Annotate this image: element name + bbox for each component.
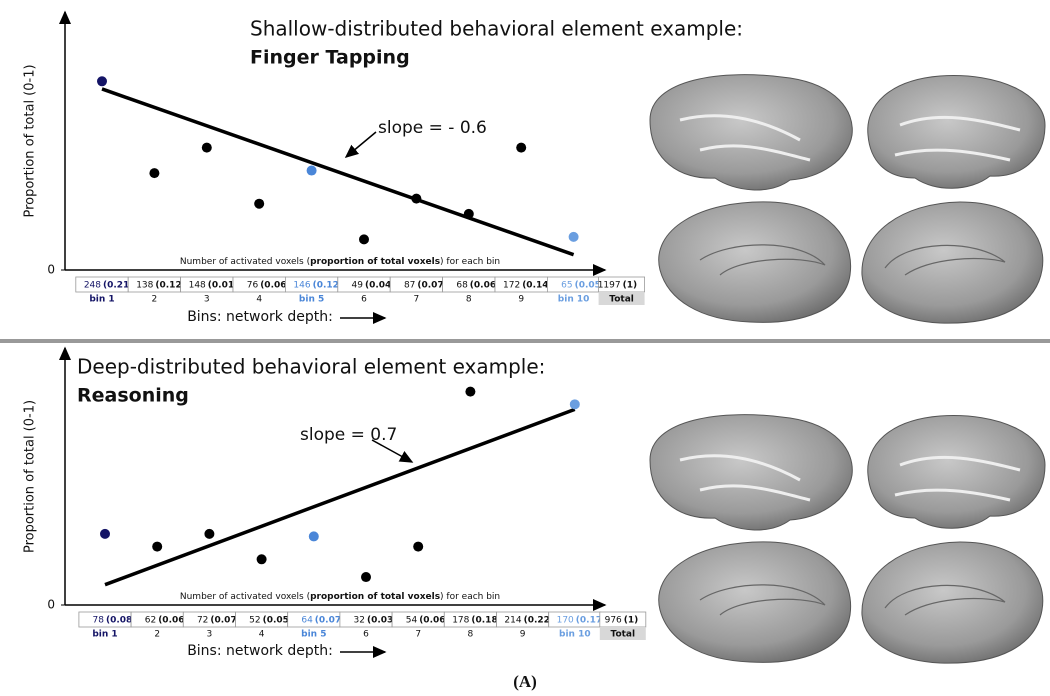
bin-label: 6	[361, 295, 367, 305]
table-count: 52	[249, 616, 260, 626]
bin-label: 8	[466, 295, 472, 305]
table-count: 1197	[598, 281, 621, 291]
data-point	[516, 143, 526, 153]
data-point	[204, 529, 214, 539]
caption-part: proportion of total voxels	[310, 257, 440, 267]
slope-annotation: slope = - 0.6	[378, 118, 487, 138]
table-caption: Number of activated voxels (proportion o…	[180, 592, 500, 602]
data-point	[97, 76, 107, 86]
x-axis-label: Bins: network depth:	[187, 309, 333, 325]
table-count: 78	[93, 616, 105, 626]
figure: (A) Shallow-distributed behavioral eleme…	[0, 0, 1050, 696]
data-point	[309, 531, 319, 541]
table-caption: Number of activated voxels (proportion o…	[180, 257, 500, 267]
table-count: 65	[561, 281, 572, 291]
bin-label: 9	[518, 295, 524, 305]
table-count: 72	[197, 616, 208, 626]
table-count: 976	[605, 616, 622, 626]
caption-part: ) for each bin	[440, 592, 500, 602]
table-count: 32	[354, 616, 365, 626]
data-point	[202, 143, 212, 153]
table-count: 138	[136, 281, 153, 291]
table-count: 87	[404, 281, 415, 291]
table-count: 214	[504, 616, 521, 626]
caption-part: proportion of total voxels	[310, 592, 440, 602]
bin-label: bin 1	[89, 295, 114, 305]
data-point	[149, 168, 159, 178]
table-count: 49	[352, 281, 364, 291]
table-count: 64	[301, 616, 313, 626]
data-point	[411, 194, 421, 204]
trend-line	[102, 89, 574, 255]
data-point	[413, 542, 423, 552]
caption-part: ) for each bin	[440, 257, 500, 267]
bin-label: bin 10	[559, 630, 591, 640]
y-tick-label: 0	[47, 263, 55, 277]
chart-title: Deep-distributed behavioral element exam…	[77, 355, 545, 379]
bin-label: 7	[414, 295, 420, 305]
bin-label: 3	[204, 295, 210, 305]
data-point	[465, 387, 475, 397]
data-point	[100, 529, 110, 539]
annotation-arrow	[346, 132, 376, 157]
x-axis-label: Bins: network depth:	[187, 643, 333, 659]
bin-label: 7	[415, 630, 421, 640]
data-point	[570, 399, 580, 409]
slope-annotation: slope = 0.7	[300, 425, 397, 445]
table-count: 76	[247, 281, 259, 291]
table-count: 172	[503, 281, 520, 291]
y-axis-label: Proportion of total (0-1)	[23, 400, 38, 553]
bin-label: 4	[256, 295, 262, 305]
chart-title: Shallow-distributed behavioral element e…	[250, 17, 743, 41]
figure-label: (A)	[513, 672, 537, 691]
bin-label: bin 5	[301, 630, 326, 640]
chart-subtitle: Finger Tapping	[250, 47, 410, 69]
y-tick-label: 0	[47, 598, 55, 612]
table-count: 178	[452, 616, 469, 626]
bin-label: bin 10	[558, 295, 590, 305]
bin-label: 3	[207, 630, 213, 640]
caption-part: Number of activated voxels (	[180, 592, 310, 602]
bin-label: bin 1	[92, 630, 117, 640]
table-count: 170	[557, 616, 574, 626]
table-count: 68	[456, 281, 468, 291]
data-point	[464, 209, 474, 219]
table-count: 148	[189, 281, 206, 291]
y-axis-label: Proportion of total (0-1)	[23, 64, 38, 217]
bin-label: bin 5	[299, 295, 324, 305]
data-point	[359, 234, 369, 244]
table-proportion: (1)	[623, 281, 638, 291]
data-point	[307, 166, 317, 176]
bin-label: Total	[609, 295, 634, 305]
bin-label: 2	[152, 295, 158, 305]
brain-images	[650, 75, 1045, 663]
data-point	[254, 199, 264, 209]
bin-label: 2	[154, 630, 160, 640]
data-point	[152, 542, 162, 552]
table-count: 62	[145, 616, 156, 626]
data-point	[361, 572, 371, 582]
bin-label: 4	[259, 630, 265, 640]
data-point	[569, 232, 579, 242]
table-count: 248	[84, 281, 101, 291]
chart-subtitle: Reasoning	[77, 385, 189, 407]
bin-label: 9	[520, 630, 526, 640]
bin-label: Total	[611, 630, 636, 640]
table-count: 146	[293, 281, 310, 291]
bin-label: 8	[468, 630, 474, 640]
table-proportion: (1)	[624, 616, 639, 626]
data-point	[257, 554, 267, 564]
bin-label: 6	[363, 630, 369, 640]
caption-part: Number of activated voxels (	[180, 257, 310, 267]
table-count: 54	[406, 616, 418, 626]
